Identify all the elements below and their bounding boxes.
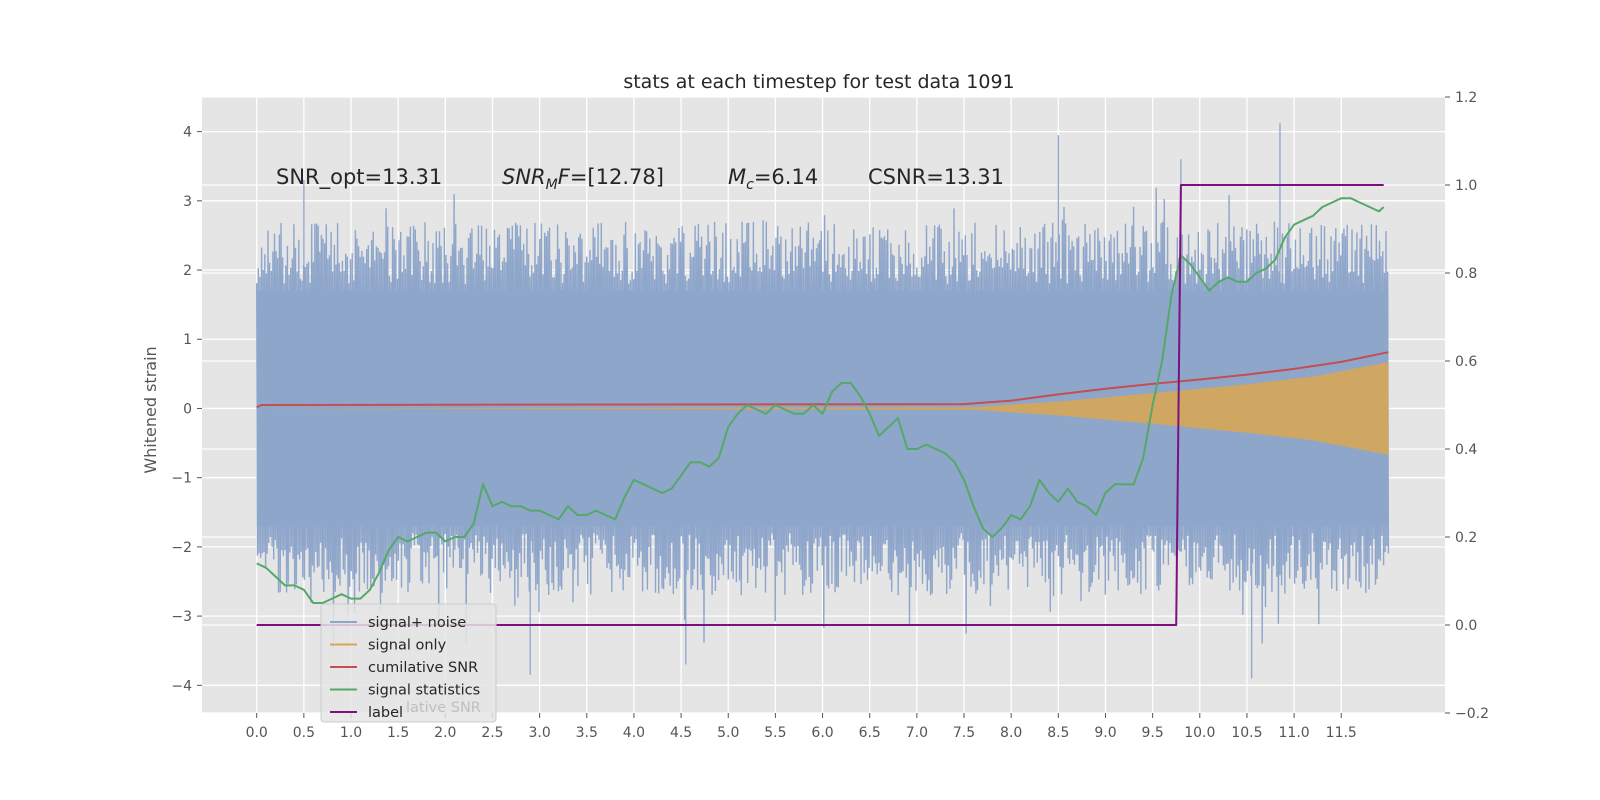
x-tick-label: 9.5 xyxy=(1142,725,1164,741)
annotations: SNR_opt=13.31 SNRMF=[12.78] Mc=6.14 CSNR… xyxy=(276,165,1004,193)
x-tick-label: 6.0 xyxy=(811,725,833,741)
x-tick-label: 11.5 xyxy=(1326,725,1357,741)
x-tick-label: 3.0 xyxy=(528,725,550,741)
y-right-tick-label: 1.0 xyxy=(1455,178,1477,194)
legend-entry-label: cumilative SNR xyxy=(368,660,478,676)
y-tick-label: 1 xyxy=(183,332,192,348)
y-tick-label: 4 xyxy=(183,125,192,141)
y-right-tick-label: 0.2 xyxy=(1455,530,1477,546)
noise-trace xyxy=(256,187,1390,649)
annotation-snr-opt: SNR_opt=13.31 xyxy=(276,165,442,190)
x-tick-label: 1.0 xyxy=(340,725,362,741)
x-tick-label: 1.5 xyxy=(387,725,409,741)
x-tick-label: 10.0 xyxy=(1184,725,1215,741)
x-tick-label: 4.5 xyxy=(670,725,692,741)
annotation-mc-subscript: c xyxy=(746,177,754,193)
y-tick-label: −3 xyxy=(171,609,192,625)
x-tick-label: 2.0 xyxy=(434,725,456,741)
legend: lative SNR signal+ noise signal only cumil… xyxy=(320,603,497,723)
annotation-mc: Mc=6.14 xyxy=(728,165,818,193)
y-right-tick-label: 0.8 xyxy=(1455,266,1477,282)
x-tick-label: 8.0 xyxy=(1000,725,1022,741)
annotation-snr-mf-value: =[12.78] xyxy=(570,165,664,189)
y-right-tick-label: 0.0 xyxy=(1455,618,1477,634)
y-tick-label: −2 xyxy=(171,540,192,556)
x-tick-label: 3.5 xyxy=(576,725,598,741)
x-tick-label: 9.0 xyxy=(1094,725,1116,741)
y-right-tick-label: 0.4 xyxy=(1455,442,1477,458)
x-tick-label: 4.0 xyxy=(623,725,645,741)
annotation-snr-mf-symbol: SNR xyxy=(502,165,546,189)
y-tick-label: 2 xyxy=(183,263,192,279)
annotation-mc-value: =6.14 xyxy=(754,165,818,189)
y-tick-label: 3 xyxy=(183,194,192,210)
x-tick-label: 6.5 xyxy=(859,725,881,741)
y-tick-label: −4 xyxy=(171,678,192,694)
x-tick-label: 2.5 xyxy=(481,725,503,741)
legend-ghost-text: lative SNR xyxy=(406,700,481,716)
x-tick-label: 5.5 xyxy=(764,725,786,741)
y-right-tick-label: −0.2 xyxy=(1455,706,1489,722)
legend-entry-label: label xyxy=(368,705,403,721)
y-tick-label: 0 xyxy=(183,401,192,417)
legend-entry-label: signal+ noise xyxy=(368,615,466,631)
x-tick-label: 0.5 xyxy=(293,725,315,741)
annotation-snr-mf: SNRMF=[12.78] xyxy=(502,165,664,193)
x-tick-label: 7.5 xyxy=(953,725,975,741)
x-tick-label: 11.0 xyxy=(1279,725,1310,741)
axes: 0.0 0.5 1.0 1.5 2.0 2.5 3.0 3.5 4.0 4.5 5.0 5.5 6.0 6… xyxy=(171,90,1489,741)
annotation-snr-mf-f: F xyxy=(558,165,571,189)
y-tick-label: −1 xyxy=(171,471,192,487)
signal-statistics-line xyxy=(256,197,1385,604)
y-right-tick-label: 0.6 xyxy=(1455,354,1477,370)
x-tick-label: 8.5 xyxy=(1047,725,1069,741)
legend-entry-label: signal only xyxy=(368,638,447,654)
legend-box xyxy=(320,603,497,723)
x-tick-label: 5.0 xyxy=(717,725,739,741)
annotation-csnr: CSNR=13.31 xyxy=(868,165,1004,189)
x-tick-label: 0.0 xyxy=(246,725,268,741)
x-tick-label: 10.5 xyxy=(1231,725,1262,741)
annotation-mc-symbol: M xyxy=(728,165,746,189)
signal-only-envelope xyxy=(256,362,1389,455)
label-line xyxy=(256,184,1384,626)
signal-only-series xyxy=(256,362,1389,455)
y-right-tick-label: 1.2 xyxy=(1455,90,1477,106)
overlay-series xyxy=(256,184,1389,626)
cumulative-snr-line xyxy=(256,351,1389,409)
annotation-snr-mf-subscript: M xyxy=(546,177,558,193)
legend-entry-label: signal statistics xyxy=(368,683,480,699)
chart-title: stats at each timestep for test data 109… xyxy=(623,71,1014,93)
y-axis-label: Whitened strain xyxy=(141,346,160,473)
x-tick-label: 7.0 xyxy=(906,725,928,741)
